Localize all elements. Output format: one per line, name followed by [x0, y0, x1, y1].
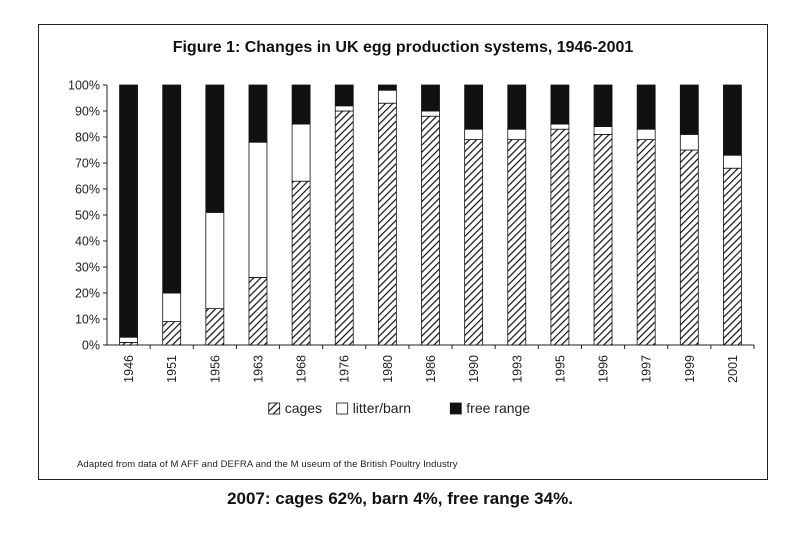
- bar-litter-barn-1999: [679, 134, 699, 151]
- source-note: Adapted from data of M AFF and DEFRA and…: [77, 459, 458, 470]
- bar-free-range-1990: [464, 84, 484, 130]
- bar-cages-1993: [507, 139, 527, 346]
- bar-cages-1980: [377, 102, 397, 346]
- y-tick-label: 90%: [75, 105, 100, 119]
- bar-free-range-1980: [377, 84, 397, 91]
- x-tick-label: 1993: [510, 355, 524, 383]
- bar-litter-barn-2001: [723, 154, 742, 169]
- footnote: 2007: cages 62%, barn 4%, free range 34%…: [227, 489, 573, 508]
- bar-cages-1963: [248, 276, 268, 346]
- x-tick-label: 1995: [553, 355, 567, 383]
- legend-label: free range: [466, 400, 530, 416]
- bar-free-range-1986: [421, 84, 440, 112]
- legend-swatch-litter-barn: [336, 402, 349, 415]
- bar-litter-barn-1968: [291, 123, 311, 182]
- bar-free-range-1997: [636, 84, 656, 130]
- bar-chart: 0% 10% 20% 30% 40% 50% 60% 70% 80% 90% 100% 1946 195…: [68, 79, 755, 416]
- bar-free-range-1999: [679, 84, 699, 135]
- x-tick-label: 2001: [726, 355, 740, 383]
- bar-litter-barn-1946: [119, 336, 138, 343]
- y-tick-label: 30%: [75, 261, 100, 275]
- y-tick-label: 70%: [75, 157, 100, 171]
- bar-free-range-1946: [119, 84, 138, 338]
- x-tick-label: 1956: [208, 355, 222, 383]
- x-tick-label: 1968: [295, 355, 309, 383]
- bar-litter-barn-1956: [205, 211, 225, 309]
- bar-litter-barn-1997: [636, 128, 656, 140]
- bar-litter-barn-1996: [593, 126, 613, 135]
- x-tick-label: 1951: [165, 355, 179, 383]
- bar-cages-1976: [334, 110, 354, 346]
- y-tick-label: 100%: [68, 79, 100, 93]
- x-tick-label: 1999: [683, 355, 697, 383]
- bar-litter-barn-1995: [550, 123, 570, 130]
- bar-cages-1995: [550, 128, 570, 346]
- x-tick-label: 1990: [467, 355, 481, 383]
- bar-cages-1956: [205, 308, 225, 346]
- x-tick-label: 1996: [597, 355, 611, 383]
- y-tick-label: 50%: [75, 209, 100, 223]
- legend-label: litter/barn: [353, 400, 411, 416]
- chart-title: Figure 1: Changes in UK egg production s…: [172, 39, 634, 56]
- bar-free-range-1995: [550, 84, 570, 125]
- bar-cages-1997: [636, 139, 656, 346]
- bar-litter-barn-1976: [334, 105, 354, 112]
- bar-litter-barn-1963: [248, 141, 268, 278]
- bar-litter-barn-1951: [162, 292, 182, 323]
- y-tick-label: 80%: [75, 131, 100, 145]
- bar-cages-1999: [679, 149, 699, 346]
- plot-area: 0% 10% 20% 30% 40% 50% 60% 70% 80% 90% 100% 1946 195…: [68, 79, 755, 416]
- y-tick-label: 0%: [82, 339, 100, 353]
- bar-litter-barn-1986: [421, 110, 440, 117]
- bar-free-range-1951: [162, 84, 182, 294]
- bar-cages-2001: [723, 167, 742, 346]
- bar-free-range-1993: [507, 84, 527, 130]
- bar-cages-1990: [464, 139, 484, 346]
- legend-swatch-cages: [268, 402, 281, 415]
- bar-cages-1951: [162, 321, 182, 346]
- x-tick-label: 1997: [640, 355, 654, 383]
- y-tick-label: 20%: [75, 287, 100, 301]
- bar-free-range-1956: [205, 84, 225, 213]
- bar-litter-barn-1993: [507, 128, 527, 140]
- bar-free-range-1976: [334, 84, 354, 107]
- legend-swatch-free-range: [449, 402, 462, 415]
- bar-cages-1996: [593, 134, 613, 346]
- bar-litter-barn-1990: [464, 128, 484, 140]
- y-tick-label: 40%: [75, 235, 100, 249]
- bar-free-range-1968: [291, 84, 311, 125]
- y-tick-label: 60%: [75, 183, 100, 197]
- chart-frame: Figure 1: Changes in UK egg production s…: [38, 24, 768, 480]
- bar-cages-1968: [291, 180, 311, 346]
- x-tick-label: 1946: [122, 355, 136, 383]
- bar-free-range-2001: [723, 84, 742, 156]
- legend-label: cages: [285, 400, 322, 416]
- bar-cages-1986: [421, 115, 440, 346]
- x-tick-label: 1986: [424, 355, 438, 383]
- bar-free-range-1963: [248, 84, 268, 143]
- x-tick-label: 1976: [338, 355, 352, 383]
- x-tick-label: 1963: [251, 355, 265, 383]
- bar-litter-barn-1980: [377, 89, 397, 104]
- y-tick-label: 10%: [75, 313, 100, 327]
- x-tick-label: 1980: [381, 355, 395, 383]
- bar-free-range-1996: [593, 84, 613, 127]
